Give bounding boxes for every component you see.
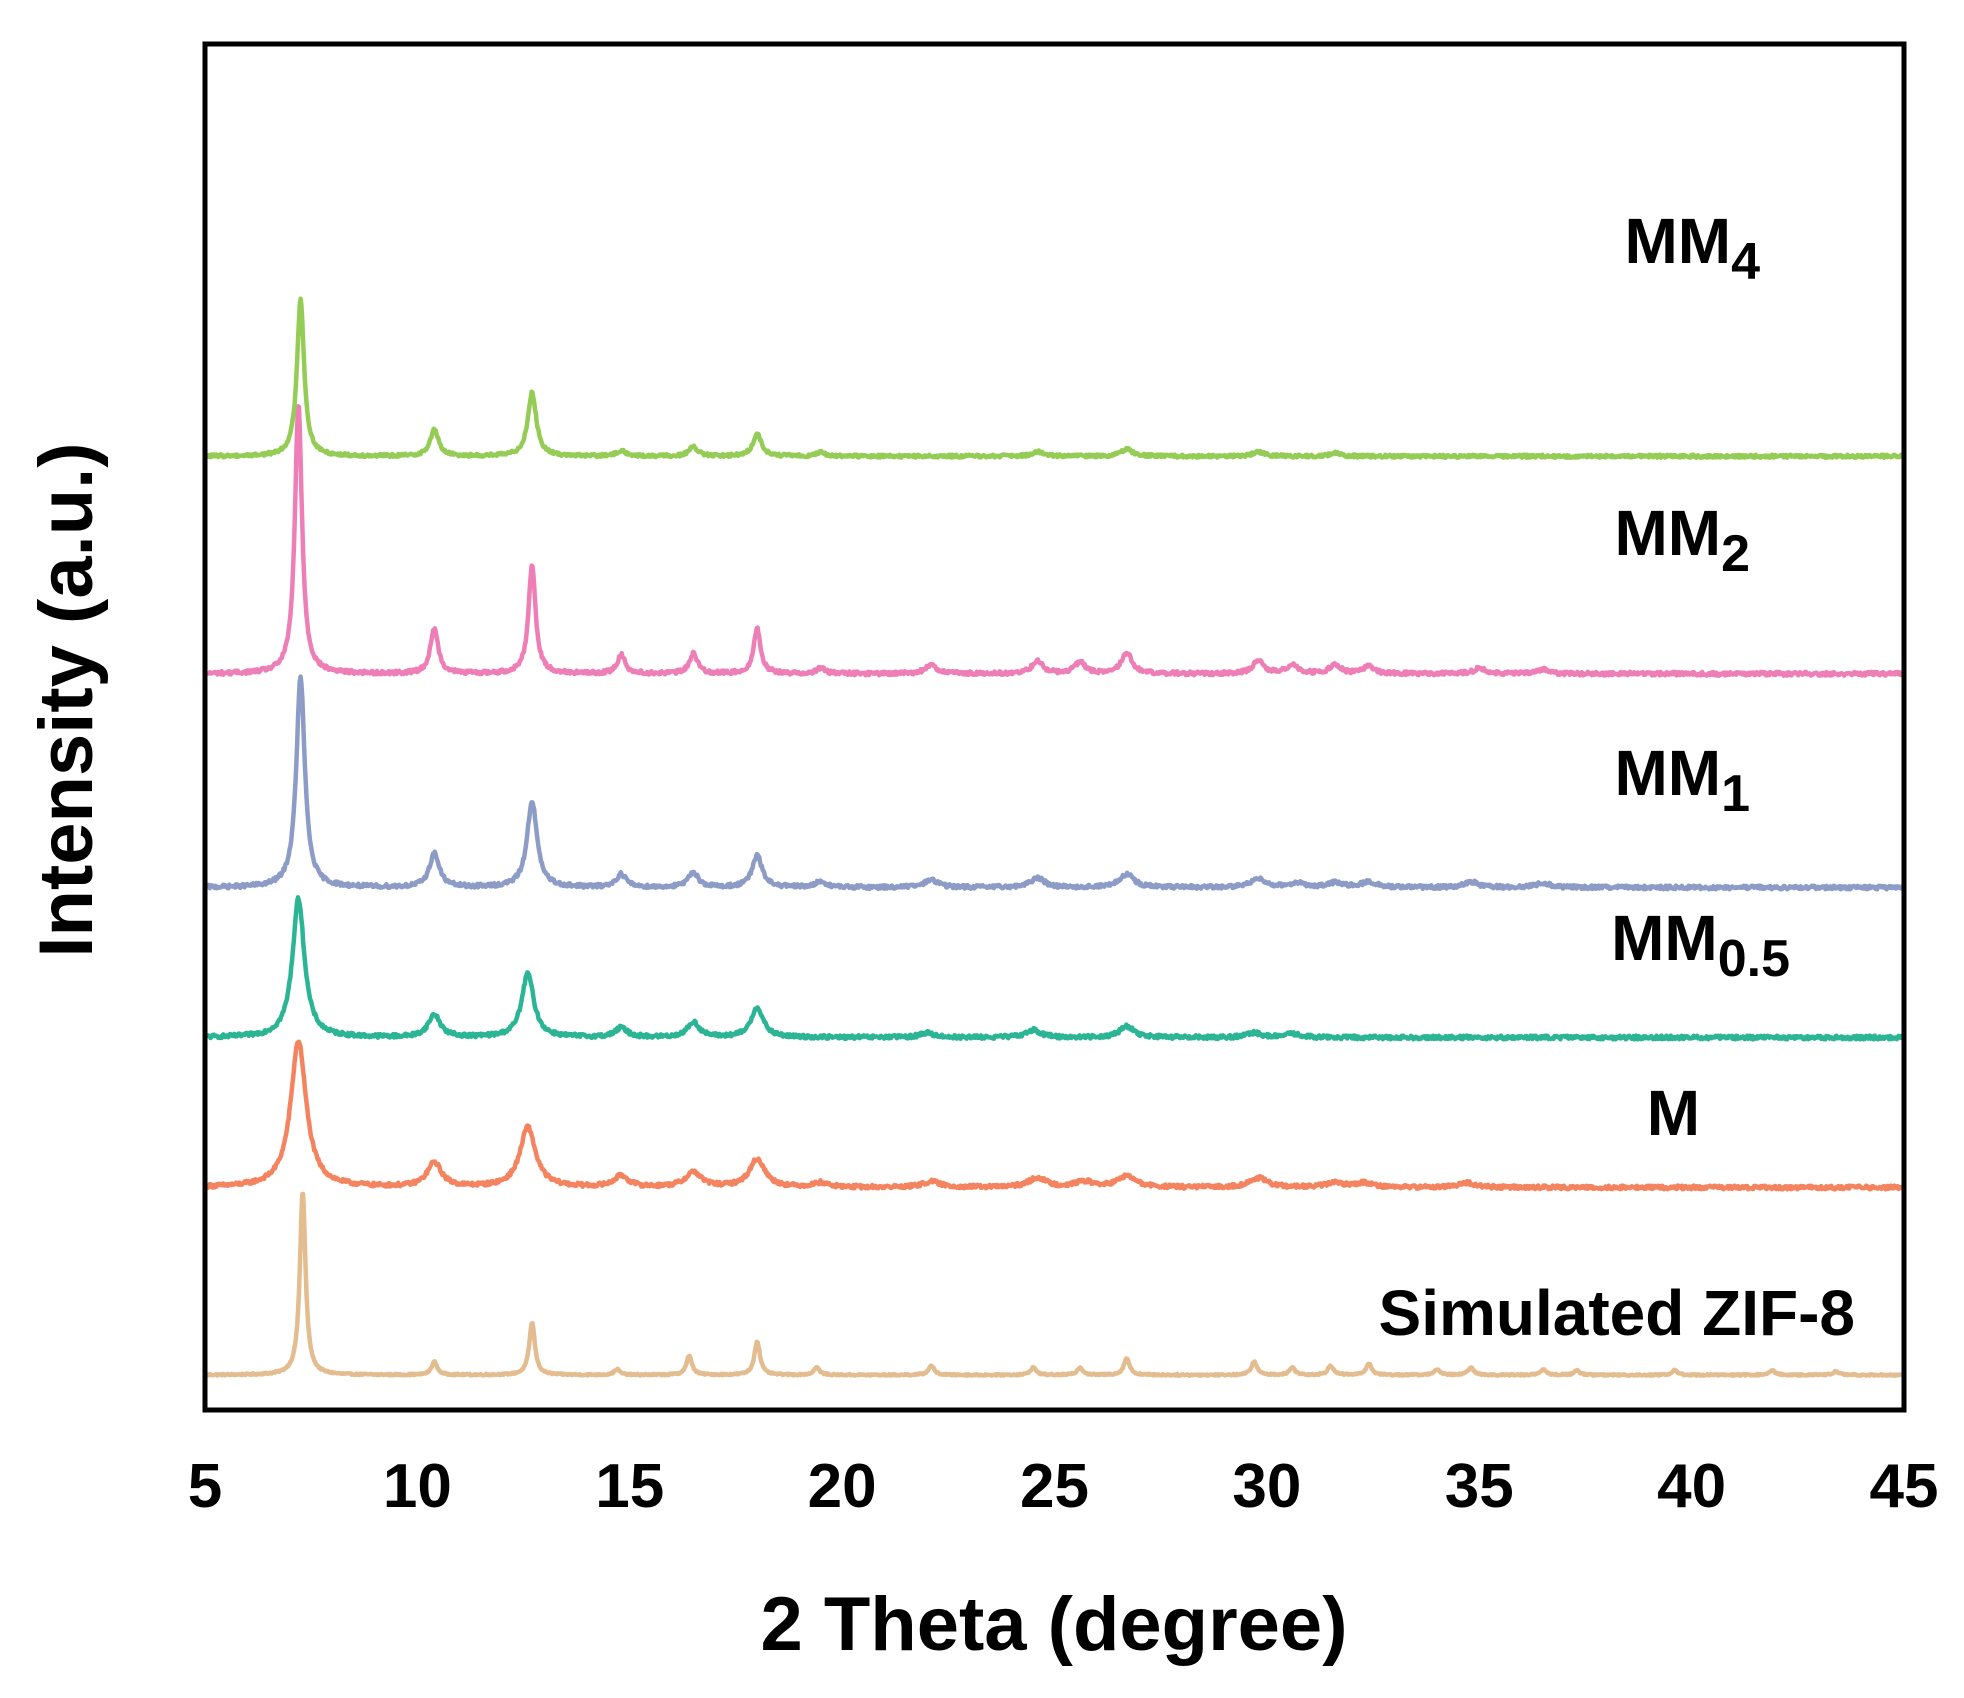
series-line-m	[204, 1039, 1905, 1192]
series-line-mm4	[205, 296, 1905, 460]
x-tick-label-15: 15	[595, 1452, 664, 1521]
series-line-mm0-5	[205, 895, 1906, 1042]
series-line-mm1	[205, 674, 1906, 892]
x-tick-label-10: 10	[383, 1452, 452, 1521]
series-label-layer: Simulated ZIF-8 M MM0.5 MM1 MM2 MM4	[1379, 205, 1856, 1349]
series-line-simulated-zif-8	[205, 1191, 1905, 1378]
x-tick-label-5: 5	[188, 1452, 222, 1521]
series-label-mm0-5: MM0.5	[1611, 902, 1790, 988]
series-label-mm2: MM2	[1614, 497, 1750, 583]
plot-frame	[202, 41, 1907, 1413]
x-tick-label-35: 35	[1445, 1452, 1514, 1521]
x-tick-label-20: 20	[808, 1452, 877, 1521]
x-tick-label-30: 30	[1232, 1452, 1301, 1521]
x-axis-ticks: 5 10 15 20 25 30 35 40 45	[188, 1452, 1939, 1521]
series-layer	[204, 296, 1906, 1378]
series-line-mm2	[205, 403, 1906, 678]
x-tick-label-25: 25	[1020, 1452, 1089, 1521]
series-label-mm4: MM4	[1624, 205, 1760, 291]
series-label-simulated-zif-8: Simulated ZIF-8	[1379, 1277, 1856, 1349]
y-axis-title: Intensity (a.u.)	[24, 442, 109, 957]
x-axis-title: 2 Theta (degree)	[760, 1582, 1347, 1667]
x-tick-label-40: 40	[1657, 1452, 1726, 1521]
series-label-mm1: MM1	[1614, 737, 1750, 823]
series-label-m: M	[1647, 1077, 1700, 1149]
x-tick-label-45: 45	[1870, 1452, 1939, 1521]
